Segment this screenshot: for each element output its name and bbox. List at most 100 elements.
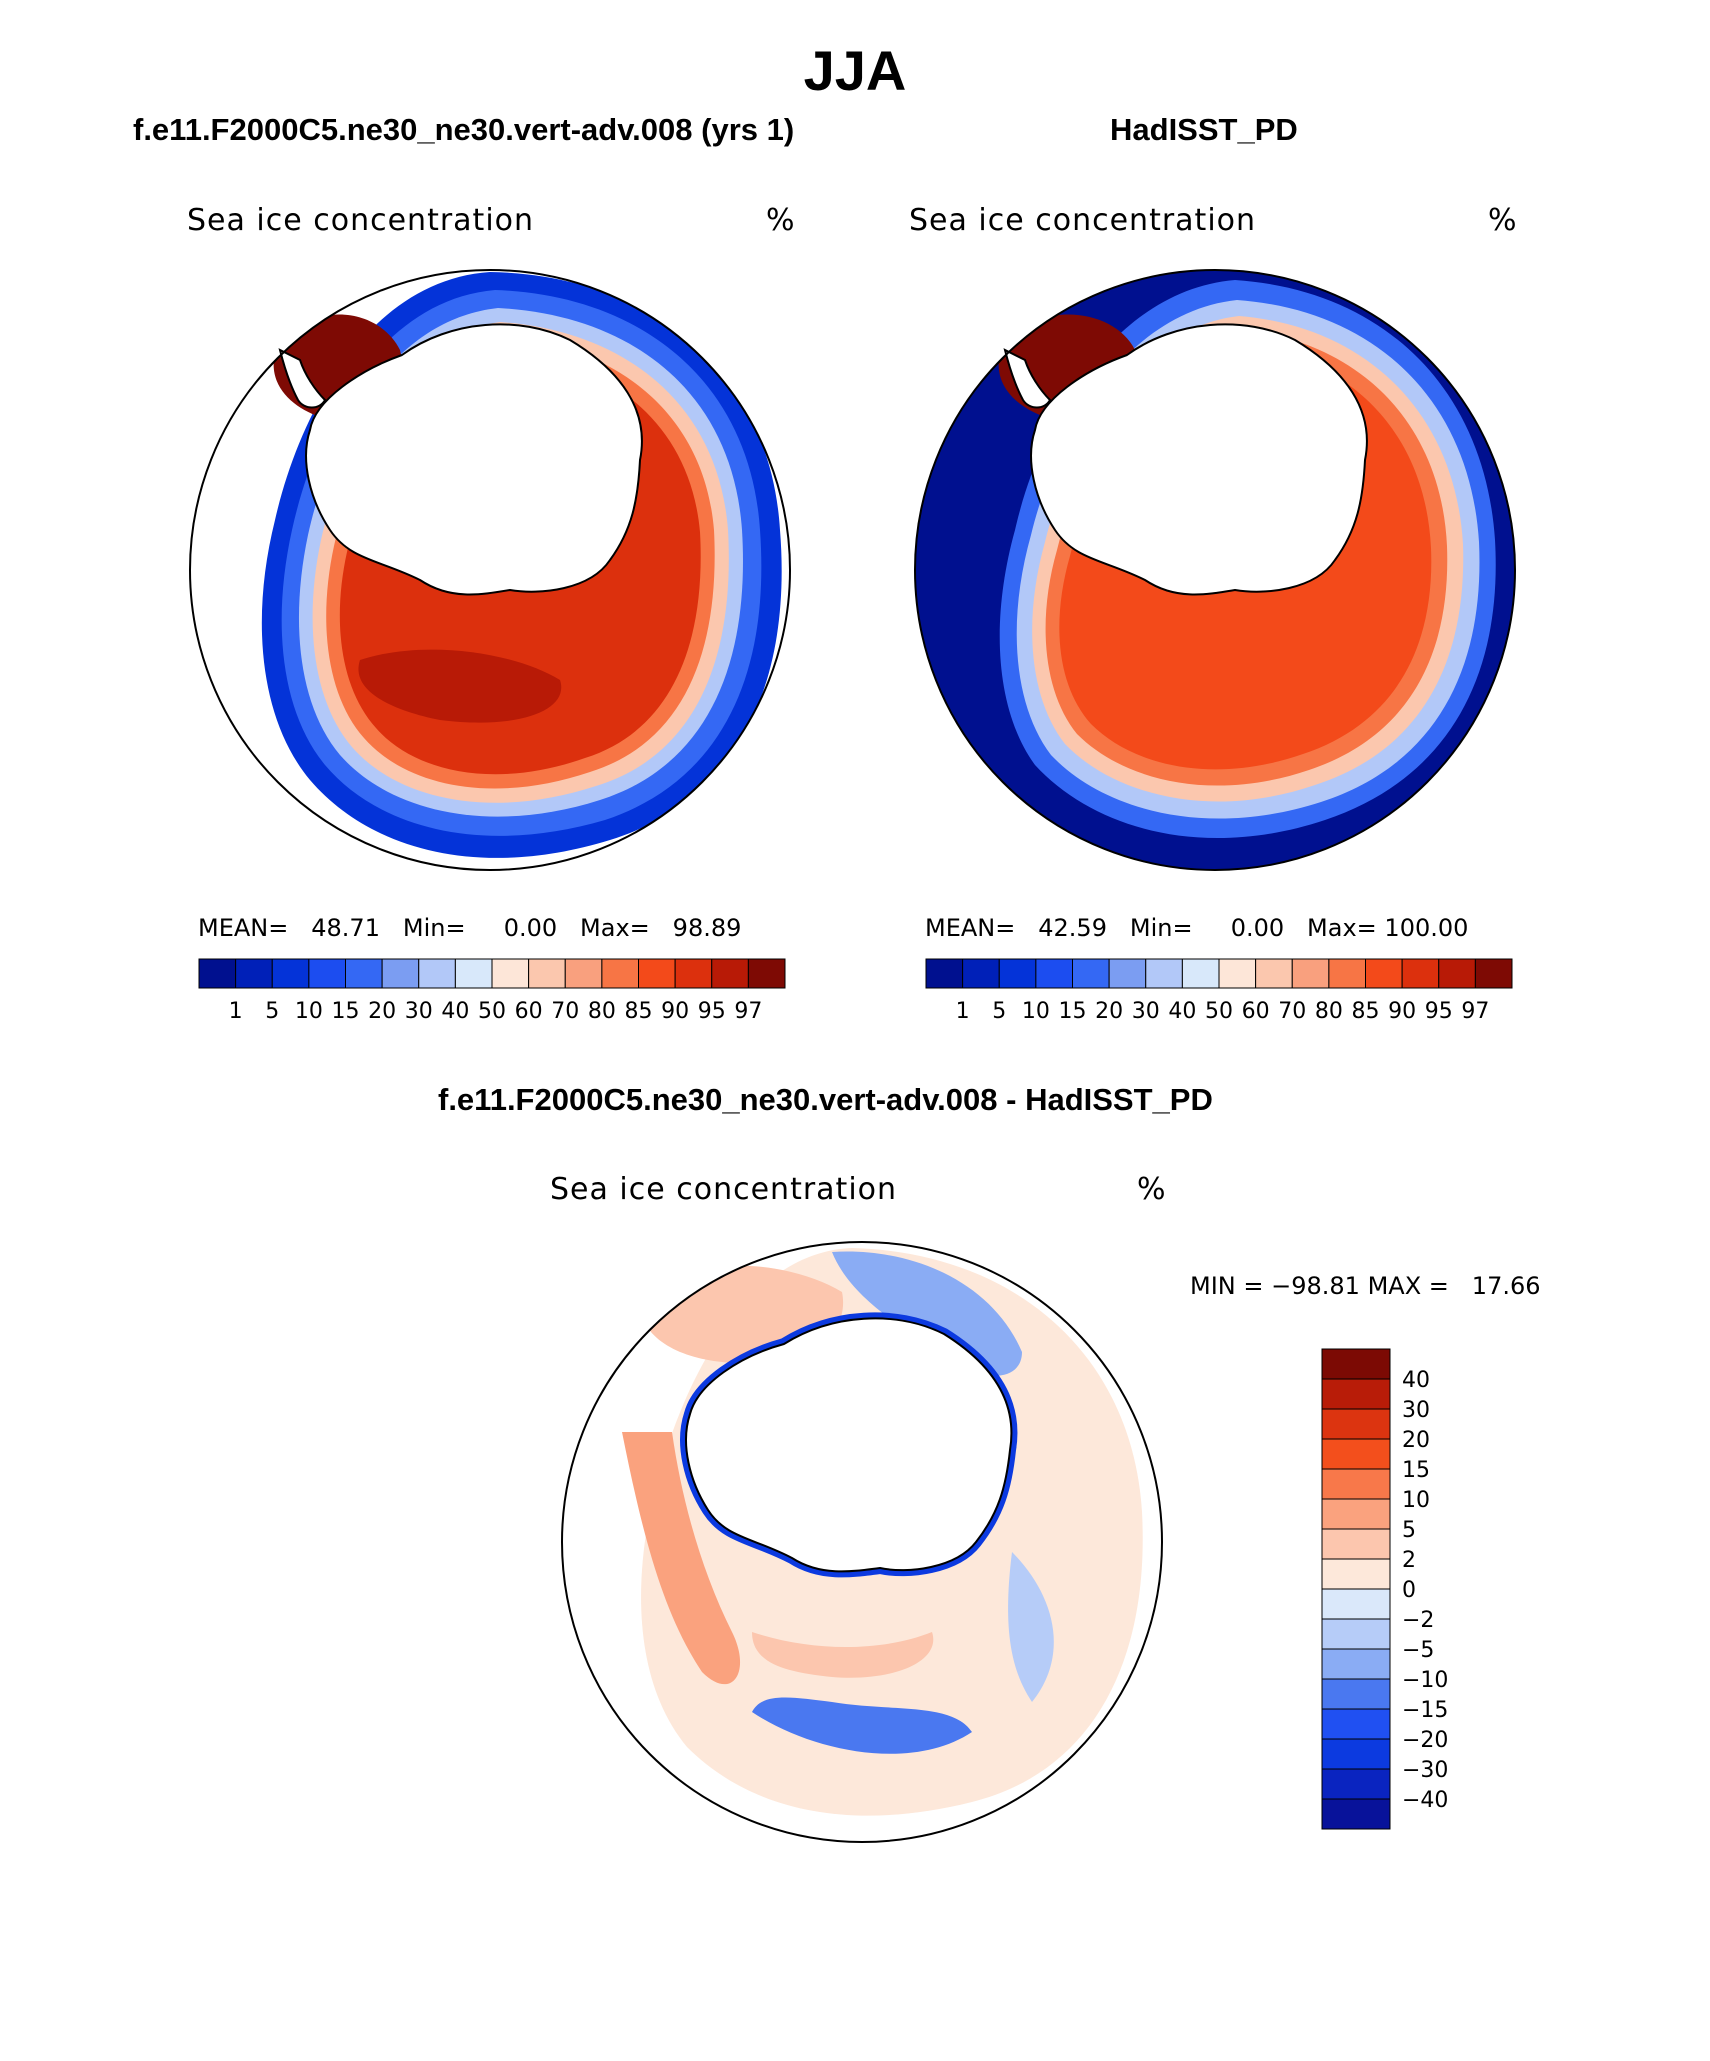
panel-2-colorbar-box-1 (962, 958, 1000, 989)
antarctica-landmass (1030, 323, 1368, 596)
panel-2-colorbar-box-9 (1255, 958, 1293, 989)
panel-2-stats: MEAN= 42.59 Min= 0.00 Max= 100.00 (925, 914, 1469, 942)
panel-1-colorbar-box-10 (564, 958, 603, 989)
difference-minmax: MIN = −98.81 MAX = 17.66 (1190, 1272, 1541, 1300)
difference-colorbar-label-6: 2 (1402, 1548, 1416, 1573)
antarctica-landmass (305, 323, 643, 596)
difference-colorbar-box-15 (1321, 1798, 1391, 1830)
panel-1-colorbar-label-13: 95 (698, 999, 726, 1024)
panel-1-colorbar-label-3: 15 (332, 999, 360, 1024)
panel-2-colorbar-labels: 1 5 10 15 20 30 40 50 60 70 80 85 90 95 97 (956, 999, 1490, 1024)
panel-2-colorbar-box-3 (1035, 958, 1073, 989)
panel-2-map (914, 269, 1516, 871)
difference-colorbar-box-2 (1321, 1408, 1391, 1440)
panel-2-colorbar-box-10 (1291, 958, 1330, 989)
panel-1-title: f.e11.F2000C5.ne30_ne30.vert-adv.008 (yr… (133, 112, 795, 147)
difference-colorbar-box-11 (1321, 1678, 1391, 1710)
diff-negative-southeast (1008, 1552, 1054, 1702)
map-boundary (189, 269, 791, 871)
difference-colorbar-box-14 (1321, 1768, 1391, 1800)
panel-1-colorbar-labels: 1 5 10 15 20 30 40 50 60 70 80 85 90 95 97 (229, 999, 763, 1024)
panel-2-colorbar-box-15 (1474, 958, 1513, 989)
difference-colorbar-box-6 (1321, 1528, 1391, 1560)
difference-units: % (1137, 1172, 1167, 1207)
panel-2-colorbar-box-14 (1438, 958, 1476, 989)
panel-1-colorbar-label-0: 1 (229, 999, 243, 1024)
map-boundary (561, 1241, 1163, 1843)
diff-negative-east (832, 1251, 1022, 1376)
panel-2-colorbar-label-6: 40 (1168, 999, 1196, 1024)
panel-1-colorbar-label-7: 50 (478, 999, 506, 1024)
panel-2-colorbar-label-11: 85 (1352, 999, 1380, 1024)
panel-2-colorbar-label-8: 60 (1242, 999, 1270, 1024)
panel-2-colorbar-label-14: 97 (1461, 999, 1489, 1024)
panel-1-colorbar-box-0 (198, 958, 237, 989)
panel-2-colorbar-label-3: 15 (1059, 999, 1087, 1024)
panel-2-colorbar-label-10: 80 (1315, 999, 1343, 1024)
panel-2-colorbar (925, 958, 1513, 989)
difference-colorbar-label-2: 20 (1402, 1428, 1430, 1453)
panel-1-colorbar-label-6: 40 (441, 999, 469, 1024)
difference-colorbar-box-4 (1321, 1468, 1391, 1500)
figure-title: JJA (803, 39, 907, 102)
panel-1-colorbar-label-2: 10 (295, 999, 323, 1024)
panel-2-title: HadISST_PD (1110, 112, 1298, 147)
panel-1-colorbar-label-11: 85 (625, 999, 653, 1024)
panel-1-colorbar-box-13 (674, 958, 713, 989)
panel-1-colorbar-label-9: 70 (551, 999, 579, 1024)
peninsula (278, 348, 327, 409)
panel-2-colorbar-label-7: 50 (1205, 999, 1233, 1024)
difference-colorbar-label-9: −5 (1402, 1638, 1434, 1663)
panel-2-colorbar-box-5 (1108, 958, 1147, 989)
panel-1-colorbar-box-5 (381, 958, 420, 989)
peninsula (1003, 348, 1052, 409)
panel-2-colorbar-box-6 (1145, 958, 1183, 989)
difference-colorbar-label-5: 5 (1402, 1518, 1416, 1543)
panel-2-colorbar-label-13: 95 (1425, 999, 1453, 1024)
panel-2-colorbar-box-2 (998, 958, 1037, 989)
panel-1-colorbar-box-12 (638, 958, 676, 989)
difference-colorbar-box-10 (1321, 1648, 1391, 1680)
panel-2-colorbar-box-12 (1365, 958, 1403, 989)
panel-1-stats: MEAN= 48.71 Min= 0.00 Max= 98.89 (198, 914, 742, 942)
difference-colorbar-box-9 (1321, 1618, 1391, 1650)
panel-1-colorbar-box-3 (308, 958, 346, 989)
difference-colorbar-label-11: −15 (1402, 1698, 1448, 1723)
difference-colorbar-box-1 (1321, 1378, 1391, 1410)
difference-colorbar-label-7: 0 (1402, 1578, 1416, 1603)
panel-2-colorbar-label-4: 20 (1095, 999, 1123, 1024)
panel-1-colorbar-label-12: 90 (661, 999, 689, 1024)
panel-1-colorbar-label-14: 97 (734, 999, 762, 1024)
panel-2-colorbar-label-5: 30 (1132, 999, 1160, 1024)
panel-1-subtitle: Sea ice concentration (187, 203, 535, 238)
difference-colorbar-label-4: 10 (1402, 1488, 1430, 1513)
panel-2-subtitle: Sea ice concentration (909, 203, 1257, 238)
panel-2-colorbar-box-0 (925, 958, 964, 989)
difference-title: f.e11.F2000C5.ne30_ne30.vert-adv.008 - H… (438, 1082, 1213, 1117)
thick-ice-south (358, 649, 562, 723)
panel-2-colorbar-label-1: 5 (992, 999, 1006, 1024)
antarctica-landmass (685, 1317, 1013, 1573)
panel-1-map (189, 269, 791, 871)
panel-2-units: % (1488, 203, 1518, 238)
difference-colorbar-label-8: −2 (1402, 1608, 1434, 1633)
panel-2-colorbar-label-12: 90 (1388, 999, 1416, 1024)
difference-map (561, 1241, 1163, 1843)
difference-colorbar-box-3 (1321, 1438, 1391, 1470)
panel-1-colorbar-label-8: 60 (515, 999, 543, 1024)
panel-1-colorbar-box-9 (528, 958, 566, 989)
panel-1-colorbar-box-8 (491, 958, 530, 989)
panel-1-colorbar-box-1 (235, 958, 273, 989)
panel-1-colorbar-label-4: 20 (368, 999, 396, 1024)
difference-colorbar-label-0: 40 (1402, 1368, 1430, 1393)
panel-2-colorbar-box-8 (1218, 958, 1257, 989)
panel-2-colorbar-box-7 (1181, 958, 1220, 989)
difference-colorbar-box-5 (1321, 1498, 1391, 1530)
panel-2-colorbar-box-4 (1072, 958, 1110, 989)
difference-colorbar-label-14: −40 (1402, 1788, 1448, 1813)
difference-colorbar-box-0 (1321, 1348, 1391, 1380)
panel-2-colorbar-box-13 (1401, 958, 1440, 989)
difference-colorbar-label-1: 30 (1402, 1398, 1430, 1423)
difference-colorbar-box-8 (1321, 1588, 1391, 1620)
